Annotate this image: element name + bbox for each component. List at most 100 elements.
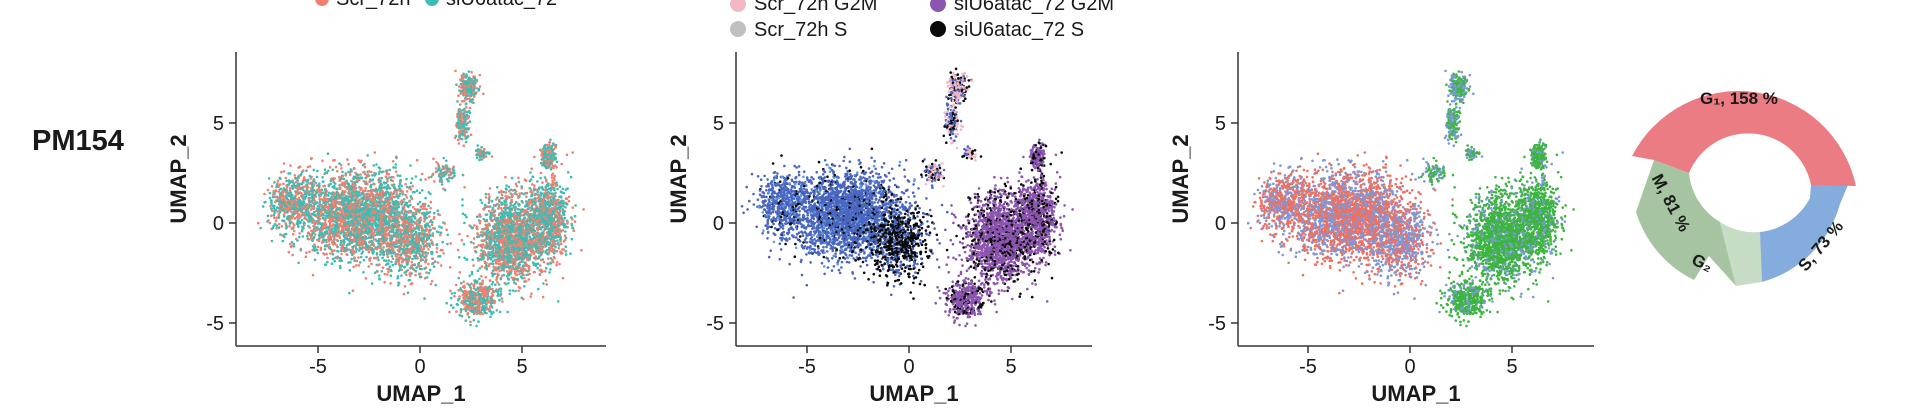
scatter-point <box>315 184 319 187</box>
scatter-point <box>438 213 442 217</box>
scatter-point <box>275 227 279 230</box>
scatter-point <box>404 257 408 261</box>
scatter-point <box>343 190 347 193</box>
scatter-point <box>503 281 507 285</box>
scatter-point <box>360 159 363 162</box>
scatter-point <box>273 181 276 184</box>
scatter-point <box>313 226 317 229</box>
scatter-point <box>419 275 422 279</box>
scatter-point <box>302 169 305 172</box>
scatter-point <box>485 205 489 209</box>
scatter-point <box>369 185 372 188</box>
scatter-point <box>414 273 417 277</box>
scatter-point <box>300 191 303 195</box>
scatter-point <box>334 196 338 200</box>
scatter-point <box>357 190 360 194</box>
scatter-point <box>328 245 332 249</box>
scatter-point <box>309 204 313 207</box>
scatter-point <box>329 207 333 210</box>
scatter-point <box>361 163 365 167</box>
scatter-point <box>397 220 401 224</box>
scatter-point <box>308 250 311 254</box>
scatter-point <box>486 228 490 232</box>
scatter-point <box>277 222 281 226</box>
scatter-point <box>274 189 278 193</box>
scatter-point <box>357 231 360 235</box>
scatter-point <box>421 207 425 210</box>
scatter-point <box>353 206 356 209</box>
scatter-point <box>300 208 304 212</box>
scatter-point <box>391 263 395 267</box>
scatter-point <box>490 199 494 203</box>
scatter-point <box>383 222 386 226</box>
scatter-point <box>263 201 266 204</box>
scatter-point <box>336 227 340 231</box>
scatter-point <box>327 225 331 229</box>
scatter-point <box>276 206 279 209</box>
scatter-point <box>407 238 410 242</box>
scatter-point <box>320 198 324 201</box>
scatter-point <box>372 238 376 241</box>
scatter-point <box>351 253 354 257</box>
scatter-point <box>282 182 285 186</box>
scatter-point <box>431 262 434 266</box>
scatter-point <box>385 187 389 191</box>
scatter-point <box>411 214 415 218</box>
scatter-point <box>301 235 305 238</box>
scatter-point <box>274 208 278 211</box>
scatter-point <box>561 276 565 280</box>
scatter-point <box>319 248 323 251</box>
scatter-point <box>523 261 527 264</box>
scatter-point <box>397 223 401 227</box>
scatter-point <box>333 212 337 215</box>
scatter-point <box>347 170 350 174</box>
scatter-point <box>311 248 314 252</box>
scatter-point <box>281 239 285 243</box>
scatter-point <box>377 228 380 232</box>
scatter-point <box>401 228 404 232</box>
scatter-point <box>365 237 369 240</box>
scatter-point <box>435 243 439 247</box>
scatter-point <box>353 259 357 262</box>
scatter-point <box>336 187 339 191</box>
scatter-point <box>462 242 466 246</box>
scatter-point <box>423 229 426 232</box>
scatter-point <box>284 191 288 194</box>
scatter-point <box>424 260 427 264</box>
scatter-point <box>285 194 288 197</box>
scatter-point <box>474 250 478 254</box>
scatter-point <box>367 250 371 254</box>
scatter-point <box>333 237 336 240</box>
scatter-point <box>400 203 403 206</box>
scatter-point <box>329 218 332 221</box>
scatter-point <box>436 261 440 264</box>
scatter-point <box>516 269 520 272</box>
scatter-point <box>285 225 289 228</box>
scatter-point <box>341 181 344 184</box>
scatter-point <box>373 271 377 275</box>
scatter-point <box>372 197 375 201</box>
scatter-point <box>292 229 296 233</box>
scatter-point <box>338 183 342 187</box>
scatter-point <box>473 224 476 227</box>
scatter-point <box>316 169 319 173</box>
scatter-point <box>364 246 367 250</box>
scatter-point <box>380 218 384 221</box>
scatter-point <box>350 220 354 223</box>
scatter-point <box>430 250 434 254</box>
scatter-point <box>371 178 375 181</box>
scatter-point <box>357 159 361 162</box>
scatter-point <box>313 221 317 225</box>
scatter-point <box>410 197 414 201</box>
scatter-point <box>518 272 521 276</box>
scatter-point <box>378 201 382 205</box>
scatter-point <box>361 250 365 253</box>
scatter-point <box>300 218 304 222</box>
scatter-point <box>400 210 404 213</box>
scatter-point <box>340 252 343 256</box>
scatter-point <box>377 274 381 277</box>
scatter-point <box>409 224 413 227</box>
scatter-point <box>350 169 353 173</box>
scatter-point <box>333 220 336 223</box>
scatter-points <box>256 69 585 328</box>
